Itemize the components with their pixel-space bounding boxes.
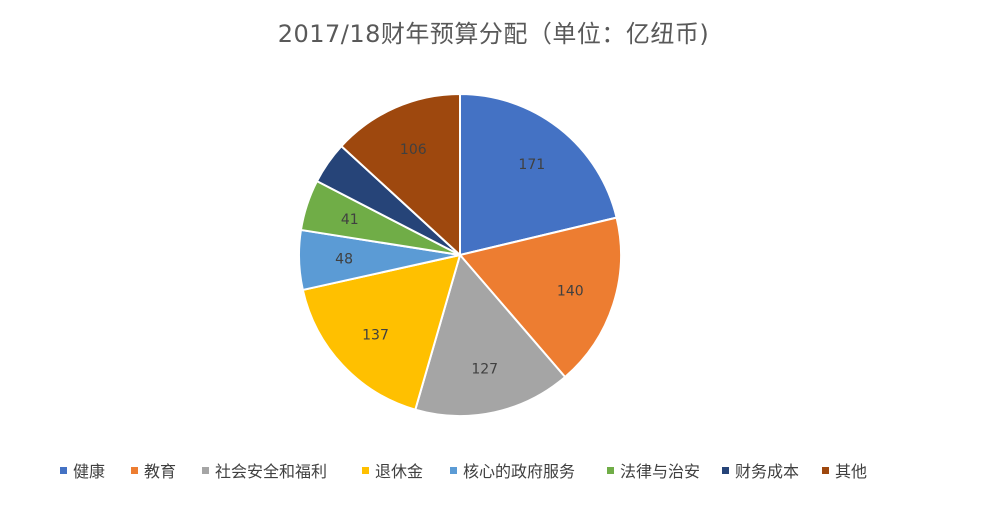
legend-swatch-6 <box>607 467 614 474</box>
chart-title: 2017/18财年预算分配（单位：亿纽币) <box>277 20 710 48</box>
legend-item-2: 教育 <box>131 460 176 484</box>
legend-item-3: 社会安全和福利 <box>202 460 327 484</box>
legend-label-1: 健康 <box>73 462 106 481</box>
data-label-8: 106 <box>400 142 427 158</box>
data-label-4: 137 <box>362 327 389 343</box>
legend-item-6: 法律与治安 <box>607 460 700 484</box>
pie-slice-1 <box>459 92 618 257</box>
data-label-3: 127 <box>471 361 498 377</box>
legend-label-8: 其他 <box>835 462 868 481</box>
data-label-5: 48 <box>335 252 353 268</box>
legend-label-7: 财务成本 <box>735 462 800 481</box>
pie-slice-2 <box>458 216 622 379</box>
legend-label-5: 核心的政府服务 <box>463 462 576 481</box>
legend-label-2: 教育 <box>144 462 177 481</box>
legend-label-3: 社会安全和福利 <box>215 462 328 481</box>
chart-legend: 健康 教育 社会安全和福利 退休金 核心的政府服务 法律与治安 财务成本 其他 <box>0 460 987 484</box>
pie-slice-4 <box>301 253 462 411</box>
legend-swatch-5 <box>450 467 457 474</box>
legend-label-4: 退休金 <box>375 462 424 481</box>
pie-slice-3 <box>414 252 567 417</box>
legend-swatch-7 <box>722 467 729 474</box>
legend-label-6: 法律与治安 <box>620 462 701 481</box>
legend-swatch-8 <box>822 467 829 474</box>
legend-item-5: 核心的政府服务 <box>450 460 575 484</box>
pie-slice-8 <box>339 92 461 258</box>
legend-swatch-3 <box>202 467 209 474</box>
legend-swatch-4 <box>362 467 369 474</box>
data-label-2: 140 <box>557 284 584 300</box>
legend-item-7: 财务成本 <box>722 460 799 484</box>
legend-item-8: 其他 <box>822 460 867 484</box>
legend-swatch-1 <box>60 467 67 474</box>
legend-item-1: 健康 <box>60 460 105 484</box>
legend-swatch-2 <box>131 467 138 474</box>
data-label-6: 41 <box>341 212 359 228</box>
legend-item-4: 退休金 <box>362 460 423 484</box>
data-label-1: 171 <box>518 157 545 173</box>
